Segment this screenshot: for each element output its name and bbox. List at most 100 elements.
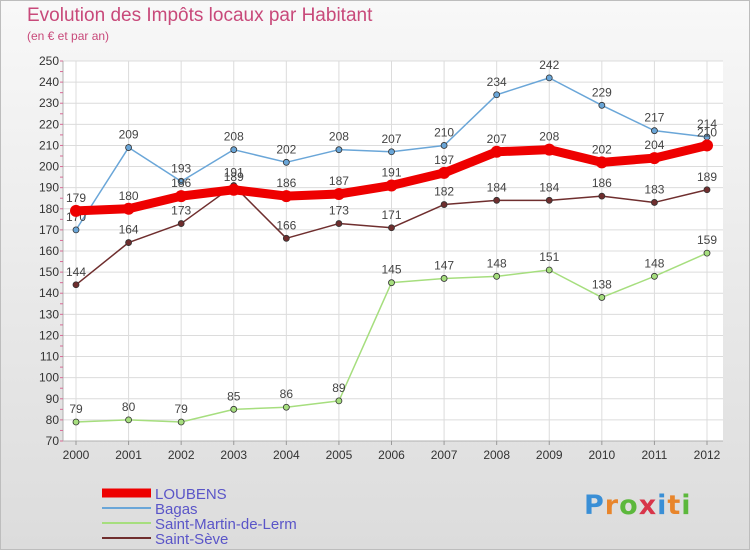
data-point (703, 249, 711, 257)
data-point (440, 201, 448, 208)
data-point (335, 397, 343, 405)
data-label: 191 (224, 166, 244, 180)
data-point (545, 196, 553, 204)
data-point (598, 101, 606, 109)
data-label: 148 (487, 256, 507, 270)
data-label: 209 (119, 128, 139, 142)
data-label: 147 (434, 258, 454, 272)
data-label: 80 (122, 400, 136, 414)
data-label: 138 (592, 277, 612, 291)
data-label: 151 (539, 250, 559, 264)
data-label: 242 (539, 58, 559, 72)
data-point (388, 279, 395, 287)
y-tick-label: 230 (39, 96, 59, 110)
data-point (70, 204, 82, 217)
data-label: 208 (224, 130, 244, 144)
data-point (703, 186, 711, 194)
data-label: 229 (592, 85, 612, 99)
data-label: 189 (224, 170, 244, 184)
data-point (125, 144, 132, 151)
data-point (282, 158, 290, 166)
y-tick-label: 90 (46, 392, 60, 406)
data-point (282, 234, 290, 242)
data-label: 173 (171, 204, 191, 218)
x-tick-label: 2000 (63, 448, 90, 462)
data-label: 148 (644, 256, 664, 270)
data-label: 186 (171, 176, 191, 190)
data-point (335, 220, 343, 227)
data-point (598, 192, 606, 200)
data-label: 171 (381, 208, 401, 222)
data-label: 202 (592, 142, 612, 156)
data-point (651, 199, 658, 206)
data-label: 144 (66, 265, 86, 279)
data-label: 186 (592, 176, 612, 190)
data-label: 179 (66, 191, 86, 205)
data-label: 234 (487, 75, 507, 89)
legend-label: LOUBENS (155, 486, 227, 503)
legend-label: Saint-Sève (155, 531, 228, 548)
legend-label: Bagas (155, 501, 198, 518)
data-label: 159 (697, 233, 717, 247)
data-point (280, 190, 293, 203)
data-label: 217 (644, 111, 664, 125)
data-label: 89 (332, 381, 346, 395)
x-tick-label: 2006 (378, 448, 405, 462)
y-tick-label: 190 (39, 181, 59, 195)
data-label: 79 (174, 402, 188, 416)
x-tick-label: 2007 (431, 448, 458, 462)
data-point (438, 166, 451, 179)
data-label: 145 (381, 263, 401, 277)
data-label: 210 (434, 125, 454, 139)
data-point (335, 146, 343, 154)
x-tick-label: 2002 (168, 448, 195, 462)
data-point (177, 418, 185, 426)
data-point (332, 188, 345, 200)
data-label: 183 (644, 182, 664, 196)
legend-label: Saint-Martin-de-Lerm (155, 516, 297, 533)
y-tick-label: 80 (46, 413, 60, 427)
data-label: 164 (119, 223, 139, 237)
data-point (493, 272, 501, 280)
data-point (230, 146, 238, 154)
data-point (388, 224, 395, 232)
data-point (543, 143, 556, 156)
data-label: 202 (276, 142, 296, 156)
x-tick-label: 2001 (115, 448, 142, 462)
y-tick-label: 150 (39, 265, 59, 279)
data-label: 204 (644, 138, 664, 152)
y-tick-label: 240 (39, 75, 59, 89)
y-tick-label: 250 (39, 54, 59, 68)
data-point (701, 139, 713, 152)
data-point (545, 266, 553, 274)
y-tick-label: 110 (40, 350, 59, 364)
data-point (282, 403, 290, 411)
data-label: 193 (171, 161, 191, 175)
data-point (651, 127, 658, 135)
data-label: 173 (329, 204, 349, 218)
data-point (227, 183, 240, 196)
x-tick-label: 2005 (326, 448, 353, 462)
data-label: 189 (697, 170, 717, 184)
data-point (545, 74, 553, 82)
data-point (122, 202, 135, 215)
data-point (385, 179, 398, 192)
data-point (440, 142, 448, 149)
chart-title: Evolution des Impôts locaux par Habitant (27, 5, 373, 26)
data-label: 166 (276, 218, 296, 232)
data-label: 210 (697, 125, 717, 139)
data-label: 187 (329, 174, 349, 188)
x-tick-label: 2012 (694, 448, 721, 462)
data-point (72, 281, 80, 289)
data-label: 180 (119, 189, 139, 203)
chart-subtitle: (en € et par an) (27, 29, 110, 43)
data-label: 79 (69, 402, 83, 416)
y-tick-label: 210 (39, 138, 59, 152)
x-tick-label: 2008 (483, 448, 510, 462)
data-point (493, 91, 501, 99)
data-point (490, 145, 503, 158)
y-tick-label: 160 (39, 244, 59, 258)
data-point (648, 152, 661, 165)
x-tick-label: 2010 (588, 448, 615, 462)
